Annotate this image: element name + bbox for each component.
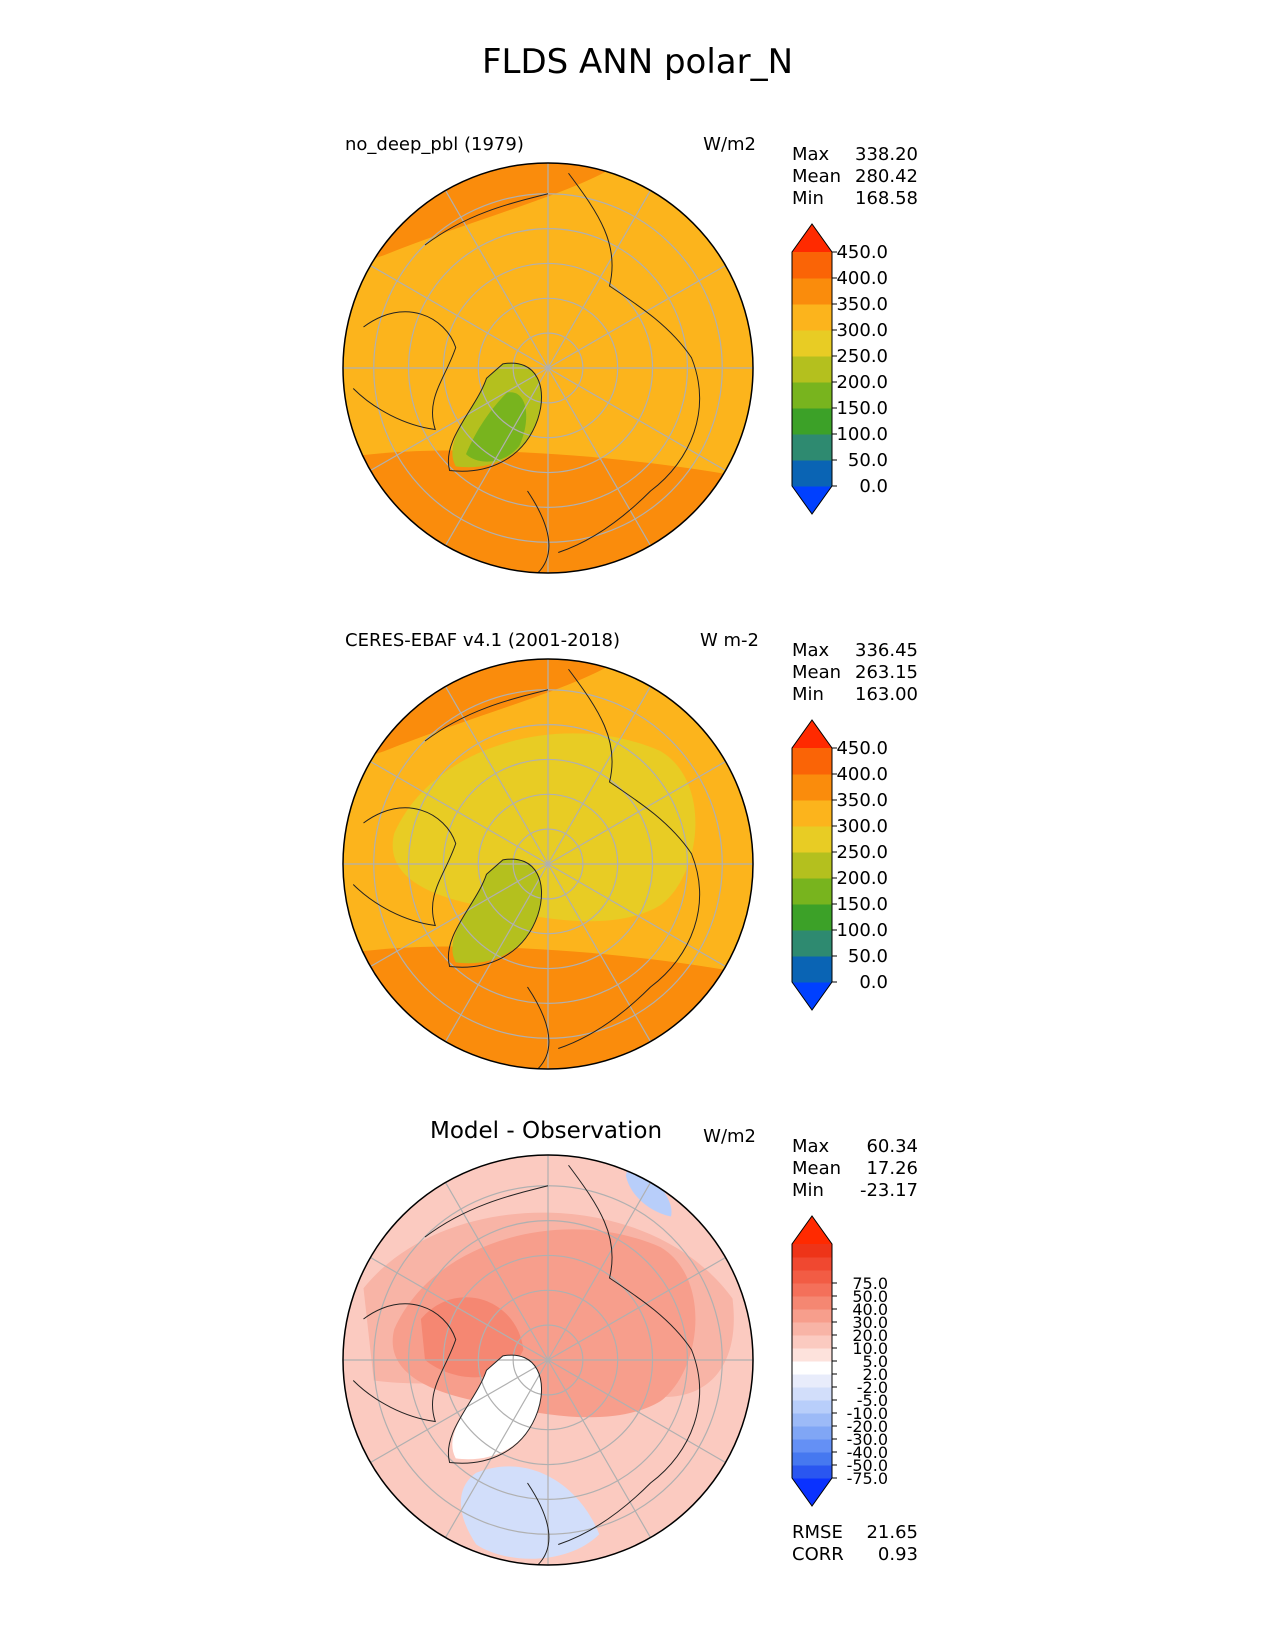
metric-value: 0.93	[877, 1544, 918, 1565]
diff-metrics: RMSE 21.65 CORR 0.93	[792, 1522, 918, 1566]
panel-units: W m-2	[700, 630, 760, 651]
stat-label: Max	[792, 1136, 830, 1157]
stat-label: Min	[792, 188, 824, 209]
panel-units: W/m2	[703, 134, 756, 155]
stat-label: Min	[792, 684, 824, 705]
stat-max: Max 60.34	[792, 1136, 918, 1158]
stat-label: Mean	[792, 1158, 842, 1179]
stat-value: 17.26	[866, 1158, 918, 1179]
stat-mean: Mean 280.42	[792, 166, 918, 188]
panel-test: no_deep_pbl (1979) W/m2 Max 338.20 Mean 28…	[0, 134, 1275, 604]
stat-value: 336.45	[855, 640, 918, 661]
metric-label: CORR	[792, 1544, 844, 1565]
panel-title: Model - Observation	[430, 1118, 663, 1144]
metric-corr: CORR 0.93	[792, 1544, 918, 1566]
stat-value: 60.34	[866, 1136, 918, 1157]
stats-block: Max 60.34 Mean 17.26 Min -23.17	[792, 1136, 918, 1202]
stat-value: 163.00	[855, 684, 918, 705]
stat-min: Min -23.17	[792, 1180, 918, 1202]
stat-label: Max	[792, 144, 830, 165]
stats-block: Max 336.45 Mean 263.15 Min 163.00	[792, 640, 918, 706]
stat-value: 338.20	[855, 144, 918, 165]
stat-value: 168.58	[855, 188, 918, 209]
stat-label: Min	[792, 1180, 824, 1201]
stats-block: Max 338.20 Mean 280.42 Min 168.58	[792, 144, 918, 210]
stat-value: -23.17	[859, 1180, 918, 1201]
stat-value: 280.42	[855, 166, 918, 187]
stat-max: Max 336.45	[792, 640, 918, 662]
stat-mean: Mean 263.15	[792, 662, 918, 684]
stat-label: Mean	[792, 662, 842, 683]
panel-difference: Model - Observation W/m2 Max 60.34 Mean 17…	[0, 1118, 1275, 1596]
figure-title: FLDS ANN polar_N	[481, 42, 794, 82]
metric-value: 21.65	[866, 1522, 918, 1543]
stat-label: Mean	[792, 166, 842, 187]
stat-min: Min 163.00	[792, 684, 918, 706]
panel-units: W/m2	[703, 1126, 756, 1147]
stat-label: Max	[792, 640, 830, 661]
metric-label: RMSE	[792, 1522, 843, 1543]
panel-title: no_deep_pbl (1979)	[345, 134, 524, 155]
panel-reference: CERES-EBAF v4.1 (2001-2018) W m-2 Max 336…	[0, 630, 1275, 1100]
stat-value: 263.15	[855, 662, 918, 683]
panel-title: CERES-EBAF v4.1 (2001-2018)	[345, 630, 621, 651]
stat-mean: Mean 17.26	[792, 1158, 918, 1180]
stat-min: Min 168.58	[792, 188, 918, 210]
metric-rmse: RMSE 21.65	[792, 1522, 918, 1544]
stat-max: Max 338.20	[792, 144, 918, 166]
